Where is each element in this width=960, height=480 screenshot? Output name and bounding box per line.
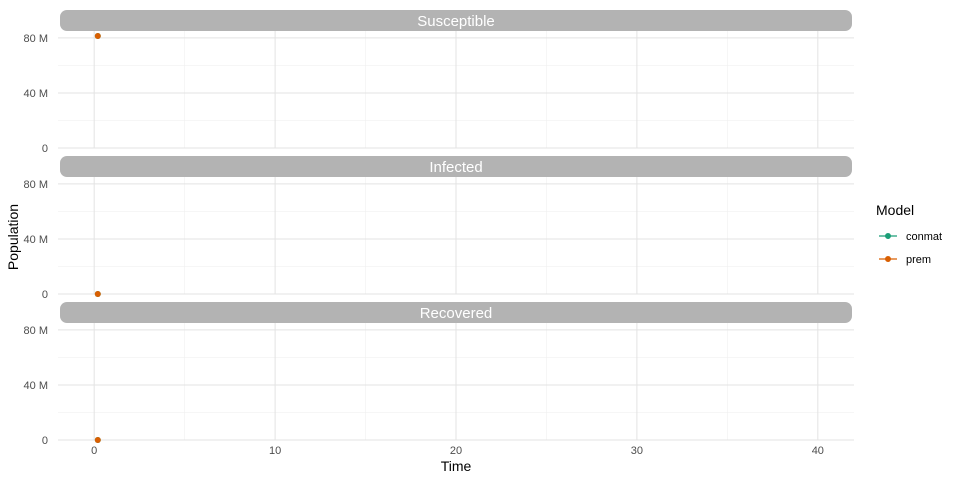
- legend-label: prem: [906, 254, 931, 266]
- y-tick-label: 0: [42, 435, 48, 447]
- legend-key-point: [885, 256, 891, 262]
- y-tick-label: 80 M: [24, 179, 48, 191]
- y-tick-label: 40 M: [24, 88, 48, 100]
- data-point-prem: [94, 32, 101, 39]
- y-tick-label: 40 M: [24, 380, 48, 392]
- y-tick-label: 0: [42, 289, 48, 301]
- data-point-prem: [94, 437, 101, 443]
- y-axis-title: Population: [5, 204, 21, 270]
- y-tick-label: 80 M: [24, 325, 48, 337]
- facet-strip-label: Susceptible: [417, 13, 495, 30]
- x-tick-label: 40: [812, 445, 824, 457]
- legend-key-point: [885, 233, 891, 239]
- legend-entry-prem: prem: [879, 254, 931, 266]
- legend: Model conmat prem: [876, 202, 942, 266]
- y-tick-label: 40 M: [24, 234, 48, 246]
- legend-title: Model: [876, 202, 914, 218]
- x-tick-label: 0: [91, 445, 97, 457]
- x-tick-label: 30: [631, 445, 643, 457]
- y-tick-label: 80 M: [24, 33, 48, 45]
- facet-panel-infected: Infected 0 40 M 80 M: [24, 156, 854, 301]
- legend-entry-conmat: conmat: [879, 231, 942, 243]
- facet-panel-recovered: Recovered 0 40 M 80 M: [24, 302, 854, 447]
- x-axis: 0 10 20 30 40: [91, 445, 824, 457]
- x-tick-label: 10: [269, 445, 281, 457]
- facet-panel-susceptible: Susceptible 0 40 M 80 M: [24, 10, 854, 155]
- x-tick-label: 20: [450, 445, 462, 457]
- facet-strip: [60, 156, 852, 177]
- y-tick-label: 0: [42, 143, 48, 155]
- facet-strip: [60, 302, 852, 323]
- facet-strip: [60, 10, 852, 31]
- facet-strip-label: Recovered: [420, 305, 493, 322]
- legend-label: conmat: [906, 231, 942, 243]
- x-axis-title: Time: [441, 458, 472, 474]
- data-point-prem: [94, 291, 101, 297]
- facet-strip-label: Infected: [429, 159, 482, 176]
